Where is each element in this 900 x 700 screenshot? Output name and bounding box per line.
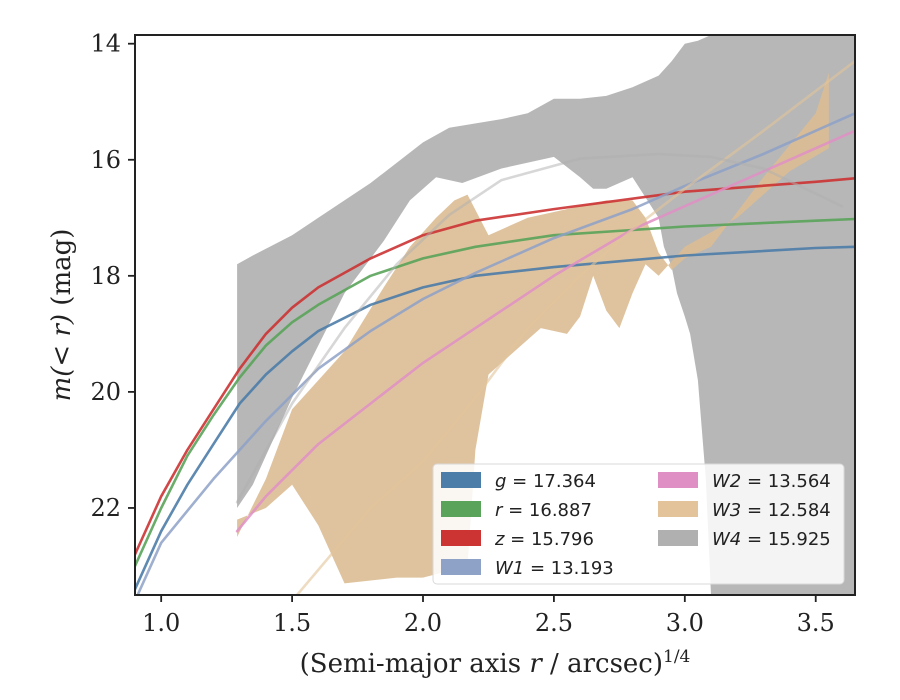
legend-swatch-w2	[658, 472, 698, 488]
legend-swatch-z	[441, 530, 481, 546]
legend-swatch-g	[441, 472, 481, 488]
legend-swatch-w1	[441, 559, 481, 575]
confidence-bands	[237, 35, 855, 595]
y-axis-ticks: 14 16 18 20 22	[90, 30, 135, 522]
legend-label-w2: W2 = 13.564	[712, 471, 831, 492]
y-tick-label: 20	[90, 378, 121, 406]
x-tick-label: 2.0	[404, 609, 442, 637]
x-axis-label-sup: 1/4	[663, 647, 690, 667]
series-line-r	[135, 217, 855, 568]
legend-swatch-w3	[658, 501, 698, 517]
series-lines	[135, 59, 855, 595]
legend-label-z: z = 15.796	[494, 529, 594, 550]
plot-frame	[134, 34, 856, 596]
legend-label-w3: W3 = 12.584	[712, 500, 831, 521]
legend-label-r: r = 16.887	[495, 500, 592, 521]
series-line-w2	[235, 129, 855, 533]
y-tick-label: 14	[90, 30, 121, 58]
legend-label-w4: W4 = 15.925	[712, 529, 831, 550]
legend-label-w1: W1 = 13.193	[495, 558, 614, 579]
y-tick-label: 18	[90, 262, 121, 290]
legend: g = 17.364 r = 16.887 z = 15.796 W1 = 13.19…	[432, 463, 845, 585]
y-tick-label: 22	[90, 494, 121, 522]
legend-box	[432, 463, 845, 585]
y-axis-label-unit: (mag)	[47, 229, 77, 314]
x-axis-label: (Semi-major axis r / arcsec)1/4	[300, 647, 691, 679]
legend-label-g: g = 17.364	[495, 471, 596, 492]
x-axis-label-main: (Semi-major axis	[300, 649, 530, 679]
x-tick-label: 3.5	[797, 609, 835, 637]
series-line-z	[135, 177, 855, 556]
series-line-w1	[136, 112, 855, 595]
band-w4	[237, 35, 855, 595]
x-tick-label: 2.5	[535, 609, 573, 637]
legend-swatch-r	[441, 501, 481, 517]
x-axis-label-rest: / arcsec)	[542, 649, 663, 679]
y-tick-label: 16	[90, 146, 121, 174]
x-tick-label: 1.5	[273, 609, 311, 637]
x-tick-label: 3.0	[666, 609, 704, 637]
series-line-w4	[235, 152, 844, 504]
x-axis-ticks: 1.0 1.5 2.0 2.5 3.0 3.5	[142, 595, 835, 637]
x-axis-label-var: r	[529, 649, 543, 679]
series-line-g	[135, 245, 855, 591]
y-axis-label: m(< r) (mag)	[47, 229, 77, 402]
x-tick-label: 1.0	[142, 609, 180, 637]
legend-swatch-w4	[658, 530, 698, 546]
y-axis-label-main: m(< r)	[47, 314, 77, 401]
band-w3	[237, 72, 829, 584]
